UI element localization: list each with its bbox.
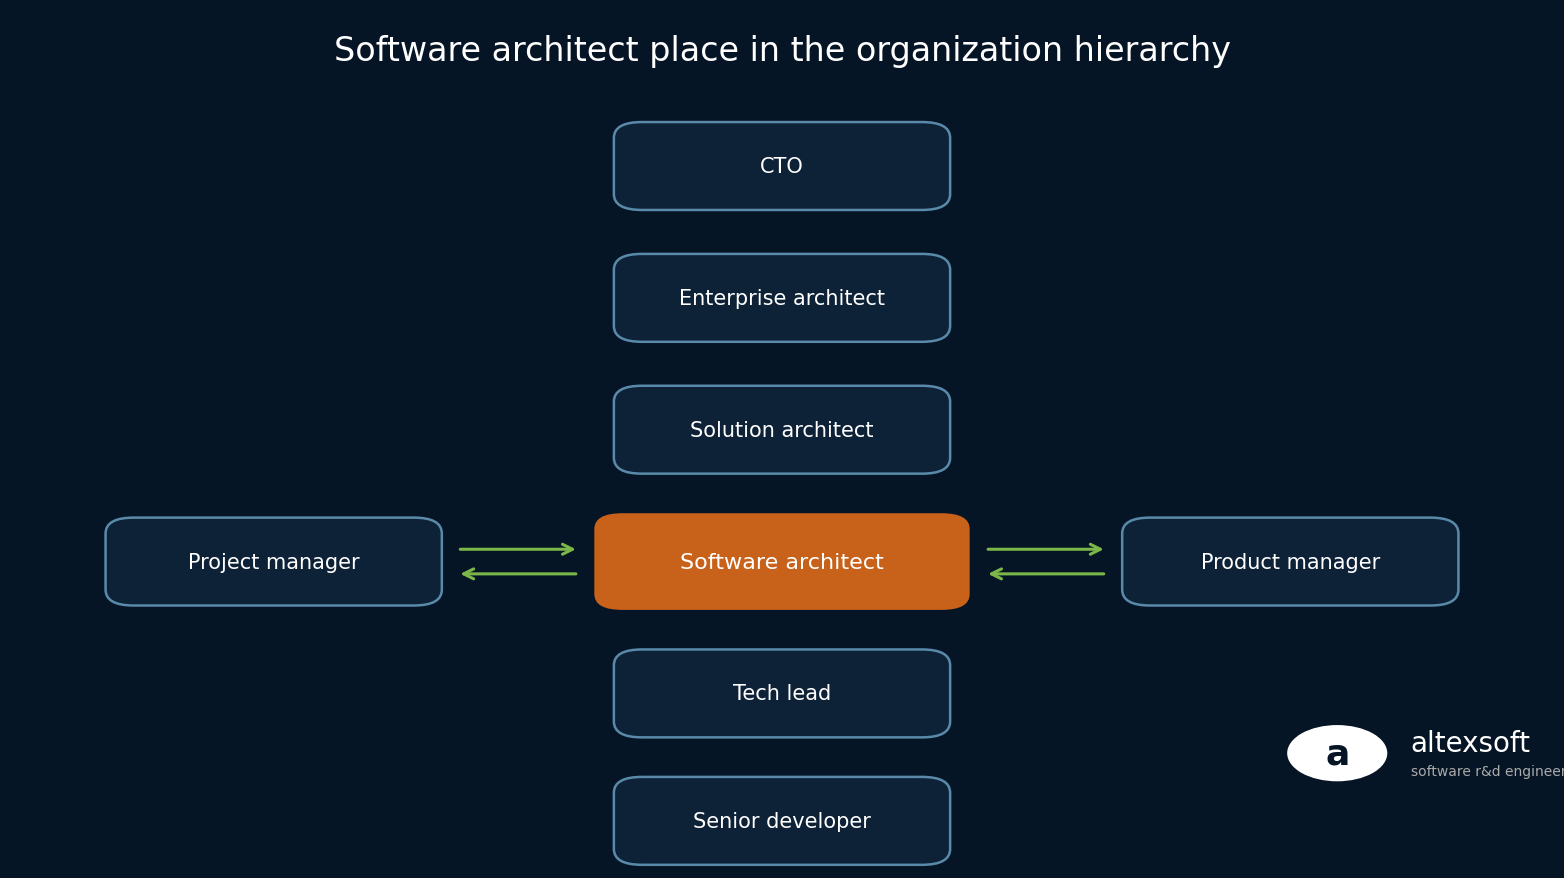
- Text: altexsoft: altexsoft: [1411, 729, 1531, 757]
- Text: Tech lead: Tech lead: [734, 684, 830, 703]
- Text: a: a: [1325, 737, 1350, 770]
- Text: Project manager: Project manager: [188, 552, 360, 572]
- Text: CTO: CTO: [760, 157, 804, 176]
- Text: Software architect: Software architect: [680, 552, 884, 572]
- FancyBboxPatch shape: [613, 777, 951, 865]
- FancyBboxPatch shape: [1121, 518, 1458, 606]
- FancyBboxPatch shape: [613, 255, 951, 342]
- FancyBboxPatch shape: [613, 650, 951, 738]
- Text: Product manager: Product manager: [1201, 552, 1379, 572]
- FancyBboxPatch shape: [594, 514, 970, 610]
- FancyBboxPatch shape: [613, 123, 951, 211]
- Text: Enterprise architect: Enterprise architect: [679, 289, 885, 308]
- Text: software r&d engineering: software r&d engineering: [1411, 764, 1564, 778]
- FancyBboxPatch shape: [613, 386, 951, 474]
- Text: Senior developer: Senior developer: [693, 811, 871, 831]
- Text: Solution architect: Solution architect: [690, 421, 874, 440]
- Circle shape: [1287, 725, 1387, 781]
- Text: Software architect place in the organization hierarchy: Software architect place in the organiza…: [333, 35, 1231, 68]
- FancyBboxPatch shape: [105, 518, 443, 606]
